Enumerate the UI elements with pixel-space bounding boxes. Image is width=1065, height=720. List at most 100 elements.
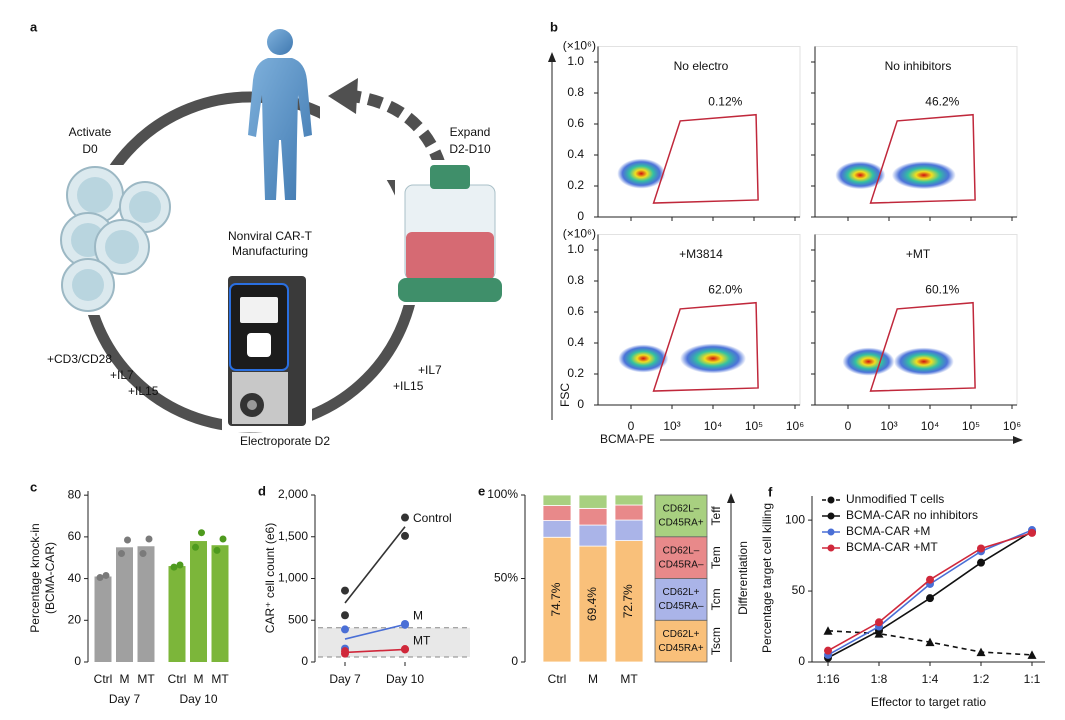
data-point (145, 535, 153, 543)
gate (869, 113, 976, 204)
arrow-head (328, 78, 358, 114)
marker (875, 618, 883, 627)
reagent: +IL7 (110, 368, 134, 382)
cell-density (835, 161, 886, 190)
cell-density (680, 343, 746, 374)
y-tick-label: 500 (288, 612, 308, 626)
x-tick-label: Day 7 (329, 672, 361, 686)
bar-segment (614, 494, 644, 506)
legend-label: BCMA-CAR no inhibitors (846, 508, 978, 522)
legend-box (654, 619, 708, 663)
data-point (213, 546, 221, 554)
y-tick-label: 100% (487, 487, 518, 501)
y-tick-label: 0 (301, 654, 308, 668)
y-tick-label: 0.4 (567, 335, 584, 349)
y-tick-label: 0.2 (567, 178, 584, 192)
data-point (219, 535, 227, 543)
y-axis-label: Percentage knock-in (28, 523, 42, 632)
data-point (401, 531, 409, 540)
y-axis-label: CAR⁺ cell count (e6) (263, 523, 277, 633)
cell-density (617, 158, 666, 189)
x-tick-label: Day 10 (386, 672, 424, 686)
value-label: 74.7% (549, 582, 563, 616)
center-title: Nonviral CAR-T (228, 229, 313, 243)
x-tick-label: 10⁶ (1003, 419, 1021, 433)
x-tick-label: Ctrl (94, 672, 113, 686)
legend-description: CD62L– (663, 504, 700, 515)
y-tick-label: 1,500 (278, 529, 308, 543)
marker (926, 594, 934, 603)
step-label: D0 (82, 142, 98, 156)
legend-box (654, 536, 708, 579)
y-tick-label: 1.0 (567, 54, 584, 68)
data-point (341, 647, 349, 656)
y-tick-label: 0.8 (567, 85, 584, 99)
electroporator (222, 272, 312, 432)
gate-percent: 60.1% (925, 282, 959, 296)
bar (116, 547, 133, 662)
step-label: D2-D10 (449, 142, 491, 156)
bar-segment (542, 494, 572, 506)
data-point (198, 529, 205, 537)
data-point (96, 574, 104, 582)
y-axis-label: FSC (558, 383, 572, 407)
legend-description: CD45RA+ (658, 518, 703, 529)
series-label: MT (413, 634, 431, 648)
marker (976, 647, 986, 657)
x-tick-label: 0 (845, 419, 852, 433)
reagent: +IL15 (393, 379, 424, 393)
panel-label: a (30, 19, 38, 34)
data-point (341, 586, 349, 595)
data-point (176, 561, 184, 569)
reference-band (318, 627, 470, 657)
x-tick-label: 1:8 (871, 672, 888, 686)
x-tick-label: 1:2 (973, 672, 990, 686)
gate (869, 301, 976, 392)
panel-label: e (478, 483, 485, 498)
y-unit: (×10⁶) (563, 227, 596, 241)
y-tick-label: 1,000 (278, 571, 308, 585)
bar-segment (578, 524, 608, 547)
y-tick-label: 50% (494, 571, 518, 585)
legend-box (654, 494, 708, 538)
legend-description: CD45RA+ (658, 643, 703, 654)
bar (94, 576, 112, 662)
legend-description: CD62L+ (663, 587, 700, 598)
x-tick-label: Ctrl (168, 672, 187, 686)
marker (823, 626, 833, 635)
plot-title: +MT (906, 247, 931, 261)
x-tick-label: 10⁴ (921, 419, 940, 433)
data-point (124, 536, 131, 544)
y-tick-label: 0 (798, 654, 805, 668)
step-label: Activate (69, 125, 112, 139)
bar (137, 546, 155, 662)
x-tick-label: 10³ (663, 419, 680, 433)
gate-percent: 0.12% (708, 94, 742, 108)
x-axis-label: Effector to target ratio (871, 695, 986, 709)
y-tick-label: 0 (74, 654, 81, 668)
panel-a-drawing (55, 29, 505, 433)
y-tick-label: 50 (792, 583, 806, 597)
group-label: Day 10 (179, 692, 217, 706)
axis-label: Differentiation (736, 541, 750, 615)
group-label: Day 7 (109, 692, 141, 706)
y-axis-label: Percentage target cell killing (760, 503, 774, 653)
person-head (267, 29, 293, 55)
legend-description: CD62L+ (663, 629, 700, 640)
data-point (192, 543, 199, 551)
marker (1028, 528, 1036, 537)
y-tick-label: 2,000 (278, 487, 308, 501)
x-tick-label: 1:4 (922, 672, 939, 686)
plot-title: +M3814 (679, 247, 723, 261)
reagent: +IL7 (418, 363, 442, 377)
arrow-head (548, 52, 556, 62)
data-point (102, 571, 110, 579)
bar-segment (614, 540, 644, 663)
x-tick-label: Ctrl (548, 672, 567, 686)
marker (977, 544, 985, 553)
cell-density (618, 344, 669, 373)
series-line (344, 623, 406, 640)
legend-name: Tcm (709, 588, 723, 610)
legend-name: Teff (709, 506, 723, 526)
